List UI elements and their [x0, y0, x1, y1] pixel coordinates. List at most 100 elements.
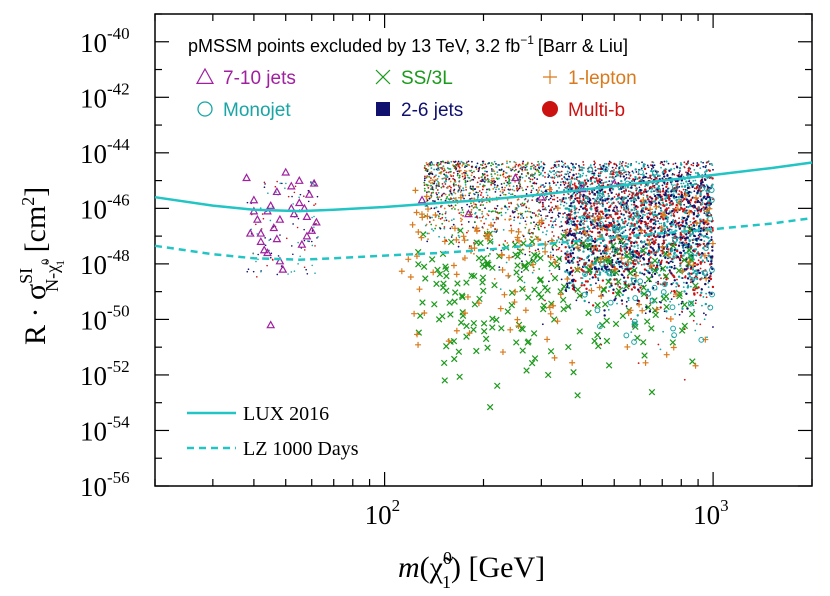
scatter-dot — [528, 232, 531, 235]
ss3l-marker — [504, 308, 512, 315]
ss3l-marker — [512, 251, 519, 258]
scatter-dot — [482, 204, 485, 206]
scatter-dot — [677, 275, 681, 278]
scatter-dot — [542, 203, 544, 206]
scatter-dot — [609, 252, 612, 255]
scatter-dot — [535, 169, 538, 172]
scatter-dot — [699, 256, 702, 259]
scatter-dot — [525, 165, 528, 168]
scatter-dot — [642, 245, 645, 248]
scatter-dot — [571, 269, 575, 272]
seven-ten-jets-marker — [417, 195, 427, 204]
scatter-dot — [637, 247, 639, 250]
scatter-dot — [532, 187, 535, 190]
ss3l-marker — [489, 315, 496, 322]
scatter-markers-layer — [242, 165, 716, 411]
scatter-dot — [424, 175, 426, 178]
scatter-dot — [314, 184, 316, 186]
scatter-dot — [533, 221, 535, 224]
scatter-dot — [514, 161, 517, 164]
scatter-dot — [426, 199, 429, 202]
scatter-dot — [580, 257, 583, 261]
scatter-dot — [685, 292, 688, 295]
scatter-dot — [486, 194, 489, 197]
legend-circle-marker — [542, 101, 558, 117]
scatter-dot — [622, 276, 626, 279]
scatter-dot — [519, 203, 522, 206]
y-title-sub: N-χ̃ — [42, 259, 62, 292]
ss3l-marker — [441, 377, 448, 384]
scatter-dot — [656, 188, 659, 191]
scatter-dot — [596, 203, 598, 205]
scatter-dot — [700, 161, 703, 163]
scatter-dot — [572, 278, 575, 281]
scatter-dot — [677, 237, 680, 239]
monojet-marker — [580, 215, 586, 221]
scatter-dot — [662, 239, 666, 242]
scatter-dot — [702, 296, 705, 298]
scatter-dot — [444, 183, 447, 185]
scatter-dot — [584, 182, 588, 185]
scatter-dot — [493, 179, 495, 182]
scatter-dot — [669, 300, 672, 303]
scatter-dot — [285, 182, 287, 185]
scatter-dot — [535, 189, 538, 191]
scatter-dot — [579, 223, 582, 227]
scatter-dot — [477, 170, 480, 173]
scatter-dot — [595, 190, 599, 194]
scatter-dot — [680, 302, 683, 305]
scatter-dot — [628, 215, 632, 219]
scatter-dot — [560, 181, 562, 183]
scatter-dot — [630, 222, 633, 225]
scatter-dot — [437, 191, 440, 194]
scatter-dot — [443, 167, 446, 170]
scatter-dot — [601, 204, 604, 208]
scatter-dot — [654, 236, 657, 239]
scatter-dot — [533, 269, 535, 272]
scatter-dot — [642, 263, 646, 266]
ss3l-marker — [606, 258, 613, 266]
scatter-dot — [471, 171, 474, 174]
seven-ten-jets-marker — [249, 195, 259, 204]
one-lepton-marker — [582, 230, 589, 237]
scatter-dot — [498, 169, 501, 171]
scatter-dot — [674, 225, 678, 229]
one-lepton-marker — [499, 349, 506, 356]
scatter-dot — [573, 209, 576, 212]
scatter-dot — [444, 211, 447, 213]
scatter-dot — [523, 202, 526, 205]
scatter-dot — [589, 164, 592, 167]
one-lepton-marker — [673, 291, 680, 298]
scatter-dot — [424, 224, 427, 227]
scatter-dot — [566, 165, 569, 168]
scatter-dot — [467, 176, 470, 179]
monojet-marker — [655, 187, 661, 193]
scatter-dot — [560, 243, 563, 246]
scatter-dot — [595, 270, 599, 273]
scatter-dot — [517, 216, 519, 219]
scatter-dot — [690, 171, 692, 174]
ss3l-marker — [585, 267, 593, 274]
scatter-dot — [604, 199, 607, 202]
scatter-dot — [292, 203, 294, 205]
scatter-dot — [675, 195, 678, 199]
legend-item: 1-lepton — [543, 68, 637, 89]
scatter-dot — [653, 164, 656, 167]
scatter-dot — [517, 205, 520, 208]
ss3l-marker — [520, 263, 528, 270]
scatter-dot — [658, 174, 661, 177]
scatter-dot — [607, 194, 611, 198]
scatter-dot — [473, 221, 476, 223]
scatter-dot — [560, 200, 563, 203]
scatter-dot — [573, 212, 577, 215]
scatter-dot — [706, 193, 710, 197]
scatter-dot — [653, 186, 656, 189]
one-lepton-marker — [550, 302, 557, 309]
scatter-dot — [532, 232, 534, 235]
scatter-dot — [456, 172, 459, 175]
ss3l-marker — [434, 266, 441, 274]
scatter-dot — [615, 206, 618, 209]
scatter-dot — [649, 256, 652, 259]
scatter-dot — [586, 215, 589, 219]
scatter-dot — [568, 209, 571, 213]
